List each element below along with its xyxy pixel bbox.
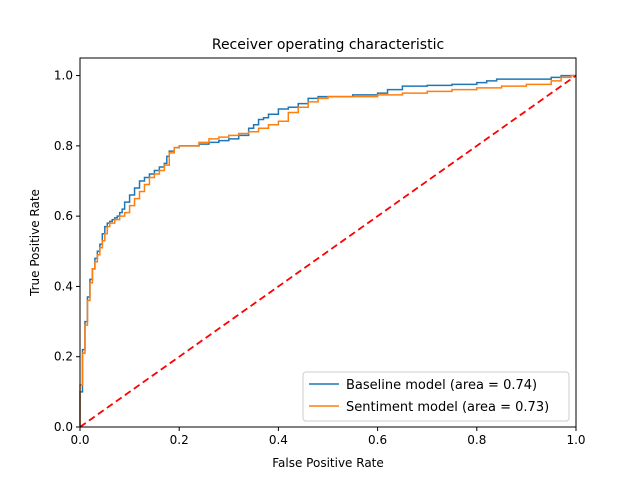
x-tick-label: 0.0 [70,433,89,447]
x-tick-label: 0.8 [467,433,486,447]
x-tick-label: 1.0 [566,433,585,447]
chance-diagonal-line [79,74,577,428]
legend: Baseline model (area = 0.74) Sentiment m… [302,371,570,422]
legend-label-baseline: Baseline model (area = 0.74) [346,378,537,393]
y-tick-label: 0.4 [54,279,73,293]
plot-frame [79,57,577,428]
x-tick-label: 0.4 [269,433,288,447]
legend-box [302,371,570,422]
y-tick-label: 0.2 [54,350,73,364]
plot-area [80,58,576,427]
chart-title: Receiver operating characteristic [212,37,444,53]
y-tick-label: 1.0 [54,69,73,83]
axis-ticks: 0.0 0.2 0.4 0.6 0.8 1.0 0.0 0.2 0.4 0.6 0.8 1.0 [54,69,586,447]
x-axis-label: False Positive Rate [272,456,384,470]
y-tick-label: 0.8 [54,139,73,153]
sentiment-roc-curve [79,74,576,427]
y-tick-label: 0.0 [54,420,73,434]
series-layer [79,74,577,428]
legend-label-sentiment: Sentiment model (area = 0.73) [346,400,549,415]
y-tick-label: 0.6 [54,209,73,223]
x-tick-label: 0.6 [368,433,387,447]
y-axis-label: True Positive Rate [28,189,42,297]
x-tick-label: 0.2 [170,433,189,447]
